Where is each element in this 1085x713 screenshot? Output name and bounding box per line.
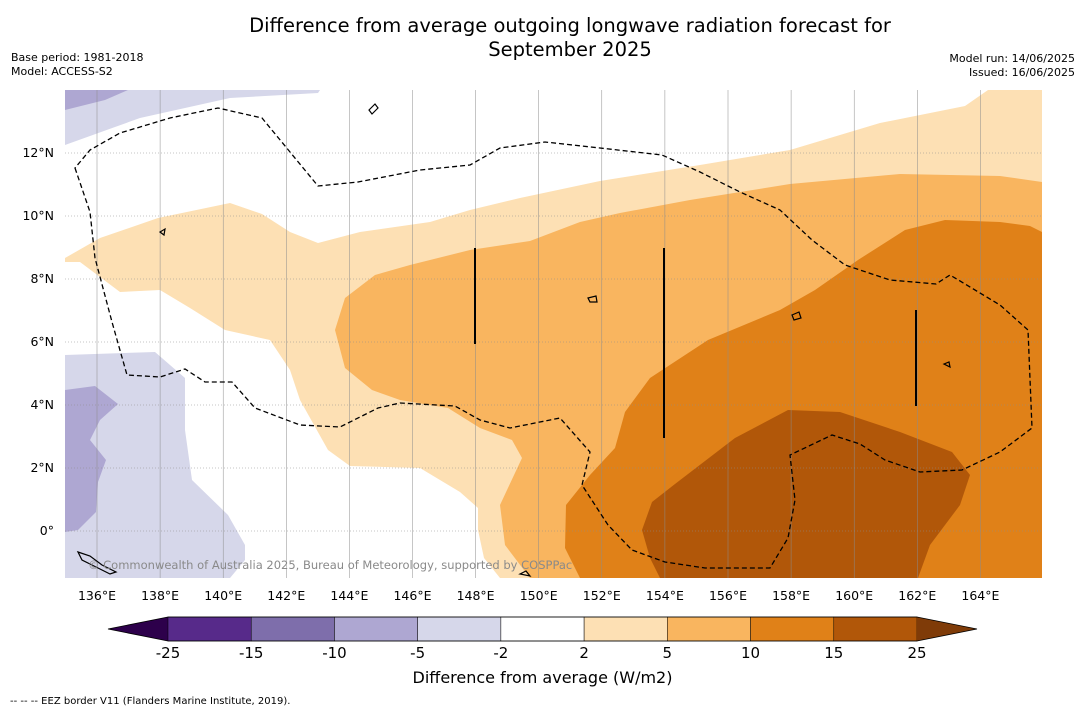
- colorbar-cell: [500, 616, 585, 642]
- x-tick-label: 162°E: [898, 588, 936, 603]
- colorbar-tick-label: -15: [239, 644, 264, 662]
- x-tick-label: 138°E: [141, 588, 179, 603]
- colorbar-tick-label: 15: [824, 644, 843, 662]
- colorbar-tick-label: 10: [741, 644, 760, 662]
- colorbar-tick-label: 25: [907, 644, 926, 662]
- colorbar: -25 -15 -10 -5 -2 2 5 10 15 25: [107, 616, 978, 662]
- y-tick-label: 6°N: [30, 334, 54, 349]
- colorbar-outline: [107, 616, 978, 642]
- colorbar-tick-label: 2: [579, 644, 589, 662]
- colorbar-tick-label: 5: [663, 644, 673, 662]
- map-title: Difference from average outgoing longwav…: [200, 14, 940, 62]
- model-text: Model: ACCESS-S2: [11, 65, 113, 78]
- x-tick-label: 136°E: [78, 588, 116, 603]
- x-axis-labels: 136°E 138°E 140°E 142°E 144°E 146°E 148°E 150°E…: [78, 588, 1000, 603]
- colorbar-cell: [167, 616, 252, 642]
- title-line-2: September 2025: [488, 38, 652, 61]
- x-tick-label: 160°E: [835, 588, 873, 603]
- band-plus15: [642, 410, 970, 578]
- colorbar-tick-label: -10: [322, 644, 347, 662]
- x-tick-label: 148°E: [457, 588, 495, 603]
- y-tick-label: 0°: [40, 523, 54, 538]
- run-info: Model run: 14/06/2025 Issued: 16/06/2025: [949, 52, 1075, 80]
- island-outline: [791, 311, 802, 321]
- eez-footnote: -- -- -- EEZ border V11 (Flanders Marine…: [10, 696, 291, 707]
- colorbar-cell: [833, 616, 918, 642]
- island-outline: [368, 103, 379, 115]
- colorbar-label: Difference from average (W/m2): [412, 668, 673, 687]
- colorbar-cells: [167, 616, 918, 642]
- x-tick-label: 140°E: [204, 588, 242, 603]
- colorbar-cell: [250, 616, 335, 642]
- colorbar-cell: [750, 616, 835, 642]
- colorbar-cell: [417, 616, 502, 642]
- island-outline: [587, 295, 598, 303]
- model-run-text: Model run: 14/06/2025: [949, 52, 1075, 65]
- colorbar-tick-labels: -25 -15 -10 -5 -2 2 5 10 15 25: [156, 644, 927, 662]
- copyright-text: © Commonwealth of Australia 2025, Bureau…: [88, 558, 573, 572]
- colorbar-extend-high: [917, 617, 977, 641]
- y-tick-label: 8°N: [30, 271, 54, 286]
- colorbar-tick-label: -5: [410, 644, 425, 662]
- x-tick-label: 154°E: [646, 588, 684, 603]
- issued-text: Issued: 16/06/2025: [968, 66, 1075, 79]
- band-minus5-top-left: [65, 90, 320, 145]
- land-outlines: [76, 103, 951, 577]
- x-tick-label: 152°E: [583, 588, 621, 603]
- island-outline: [76, 550, 118, 575]
- band-minus10-bottom-left: [65, 386, 118, 532]
- y-tick-label: 2°N: [30, 460, 54, 475]
- x-tick-label: 142°E: [267, 588, 305, 603]
- band-minus10-top-left: [65, 90, 128, 110]
- y-tick-label: 12°N: [22, 145, 54, 160]
- x-tick-label: 144°E: [330, 588, 368, 603]
- island-outline: [518, 570, 532, 577]
- colorbar-cell: [583, 616, 668, 642]
- x-tick-label: 158°E: [772, 588, 810, 603]
- eez-border: [74, 107, 1033, 569]
- colorbar-tick-label: -2: [493, 644, 508, 662]
- island-outline: [942, 361, 951, 369]
- base-period-text: Base period: 1981-2018: [11, 51, 144, 64]
- y-tick-label: 10°N: [22, 208, 54, 223]
- x-tick-label: 146°E: [393, 588, 431, 603]
- island-outline: [158, 227, 166, 237]
- colorbar-tick-label: -25: [156, 644, 181, 662]
- x-tick-label: 150°E: [520, 588, 558, 603]
- x-tick-label: 164°E: [961, 588, 999, 603]
- x-tick-label: 156°E: [709, 588, 747, 603]
- colorbar-cell: [334, 616, 418, 642]
- vertical-markers: [474, 248, 917, 438]
- title-line-1: Difference from average outgoing longwav…: [249, 14, 891, 37]
- colorbar-cell: [667, 616, 751, 642]
- colorbar-extend-low: [108, 617, 168, 641]
- map-plot-area: [65, 90, 1042, 578]
- y-axis-labels: 12°N 10°N 8°N 6°N 4°N 2°N 0°: [22, 145, 54, 538]
- model-info: Base period: 1981-2018 Model: ACCESS-S2: [11, 51, 143, 79]
- y-tick-label: 4°N: [30, 397, 54, 412]
